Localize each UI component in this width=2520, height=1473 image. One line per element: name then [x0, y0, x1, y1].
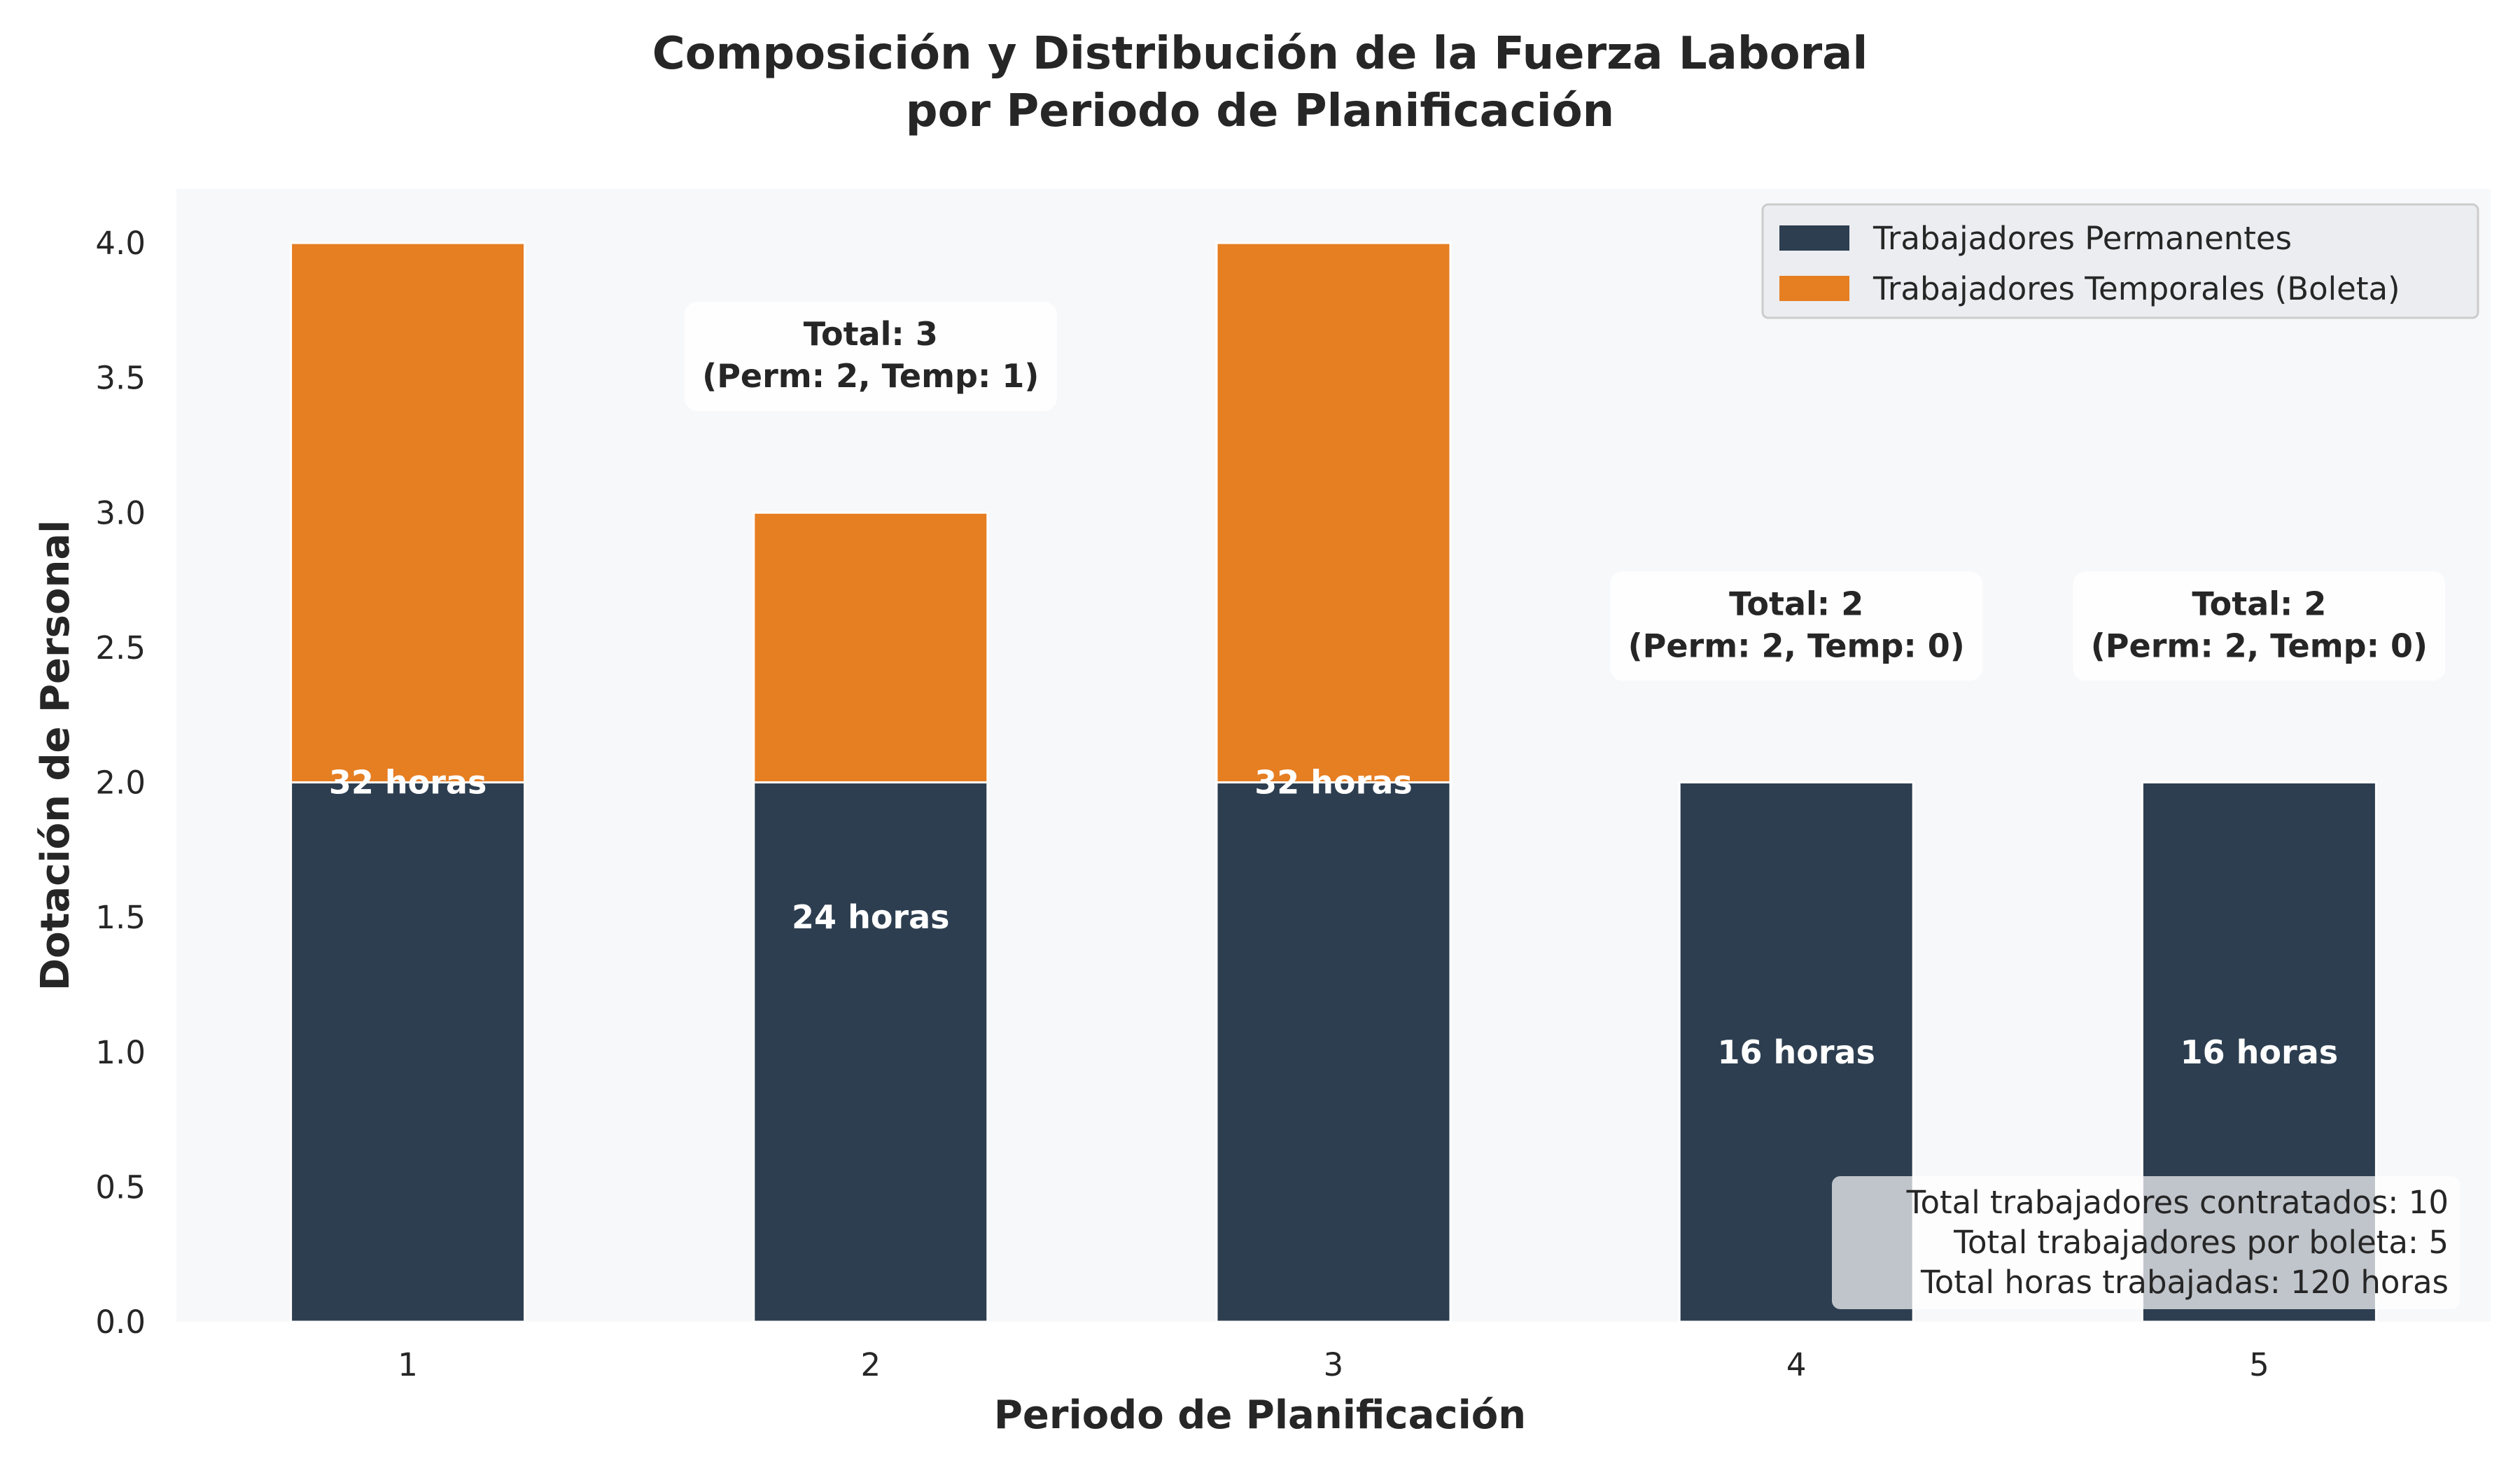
- chart-title: Composición y Distribución de la Fuerza …: [652, 28, 1868, 137]
- bar-permanentes: [752, 781, 989, 1323]
- bar-temporales: [752, 511, 989, 784]
- hours-label: 16 horas: [1717, 1033, 1875, 1071]
- total-annotation: Total: 3 (Perm: 2, Temp: 1): [702, 315, 1039, 395]
- hours-label: 16 horas: [2180, 1033, 2339, 1071]
- summary-line: Total trabajadores por boleta: 5: [1953, 1224, 2449, 1261]
- bar-permanentes: [1215, 781, 1452, 1323]
- summary-line: Total trabajadores contratados: 10: [1906, 1184, 2449, 1221]
- y-tick-label: 2.0: [95, 765, 146, 802]
- summary-line: Total horas trabajadas: 120 horas: [1920, 1264, 2449, 1301]
- total-annotation-box: [2073, 571, 2446, 681]
- bar-temporales: [290, 242, 526, 784]
- hours-label: 32 horas: [329, 764, 487, 802]
- total-annotation: Total: 2 (Perm: 2, Temp: 0): [1628, 585, 1965, 664]
- legend-label: Trabajadores Temporales (Boleta): [1872, 270, 2400, 307]
- y-tick-label: 0.5: [95, 1168, 146, 1206]
- y-tick-label: 0.0: [95, 1304, 146, 1341]
- total-annotation-box: [684, 302, 1057, 412]
- summary-box: [1832, 1176, 2460, 1309]
- y-tick-label: 3.0: [95, 494, 146, 531]
- x-tick-label: 2: [860, 1346, 881, 1383]
- x-axis-label: Periodo de Planificación: [994, 1392, 1526, 1438]
- bar-temporales: [1215, 242, 1452, 784]
- legend-swatch: [1779, 276, 1849, 301]
- hours-label: 24 horas: [792, 898, 950, 936]
- legend-label: Trabajadores Permanentes: [1872, 220, 2292, 257]
- bar-permanentes: [290, 781, 526, 1323]
- y-axis-label: Dotación de Personal: [33, 520, 78, 991]
- y-tick-label: 4.0: [95, 225, 146, 262]
- x-tick-label: 5: [2249, 1346, 2269, 1383]
- legend-swatch: [1779, 225, 1849, 251]
- total-annotation: Total: 2 (Perm: 2, Temp: 0): [2091, 585, 2428, 664]
- hours-label: 32 horas: [1254, 764, 1413, 802]
- legend-box: [1761, 203, 2479, 319]
- y-tick-label: 1.5: [95, 899, 146, 936]
- x-tick-label: 3: [1324, 1346, 1344, 1383]
- x-tick-label: 1: [398, 1346, 418, 1383]
- y-tick-label: 1.0: [95, 1034, 146, 1071]
- y-tick-label: 2.5: [95, 629, 146, 666]
- x-tick-label: 4: [1786, 1346, 1807, 1383]
- total-annotation-box: [1610, 571, 1983, 681]
- y-tick-label: 3.5: [95, 360, 146, 397]
